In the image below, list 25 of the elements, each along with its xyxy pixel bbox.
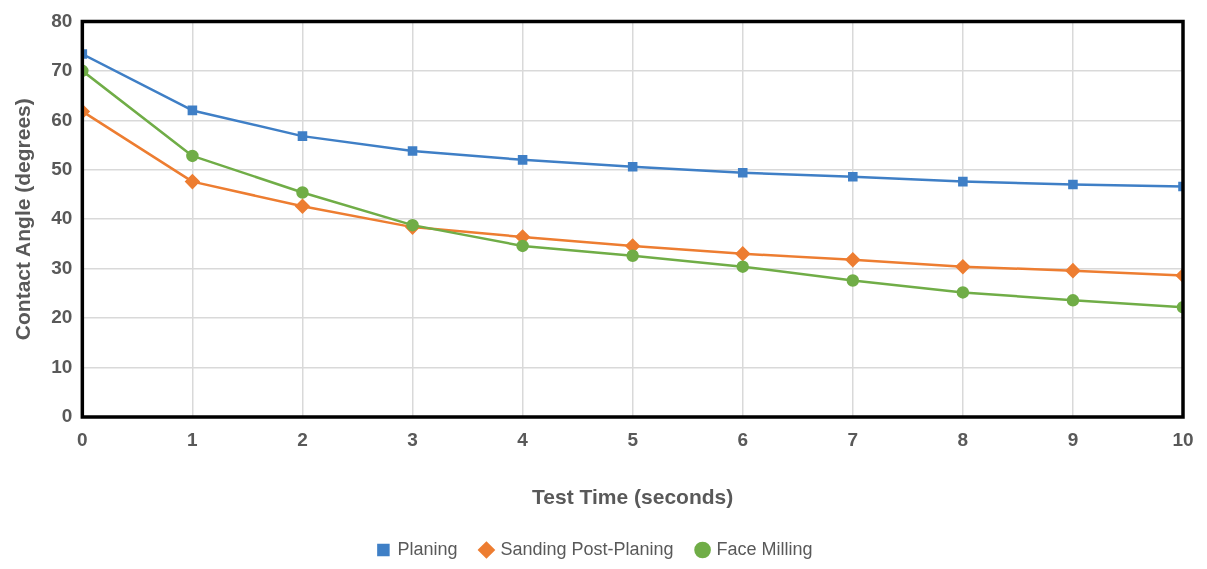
y-axis-title: Contact Angle (degrees) bbox=[11, 98, 35, 341]
x-tick-label: 6 bbox=[737, 428, 749, 450]
y-tick-label: 70 bbox=[51, 59, 73, 81]
y-tick-label: 50 bbox=[51, 157, 73, 179]
x-tick-label: 3 bbox=[407, 428, 418, 450]
y-tick-label: 0 bbox=[61, 405, 73, 427]
x-axis-title: Test Time (seconds) bbox=[532, 485, 734, 509]
legend-label: Sanding Post-Planing bbox=[500, 538, 674, 559]
y-tick-label: 20 bbox=[51, 306, 73, 328]
x-tick-label: 4 bbox=[517, 428, 529, 450]
x-tick-label: 7 bbox=[847, 428, 859, 450]
x-tick-label: 9 bbox=[1067, 428, 1079, 450]
y-tick-label: 30 bbox=[51, 256, 73, 278]
legend-label: Planing bbox=[397, 538, 458, 559]
y-tick-label: 60 bbox=[51, 108, 73, 130]
y-tick-label: 40 bbox=[51, 207, 73, 229]
x-tick-label: 0 bbox=[77, 428, 88, 450]
x-tick-label: 2 bbox=[297, 428, 308, 450]
y-tick-label: 10 bbox=[51, 355, 73, 377]
x-tick-label: 1 bbox=[187, 428, 199, 450]
x-tick-label: 10 bbox=[1172, 428, 1194, 450]
legend-label: Face Milling bbox=[716, 538, 813, 559]
x-tick-label: 8 bbox=[957, 428, 969, 450]
x-tick-label: 5 bbox=[627, 428, 639, 450]
y-tick-label: 80 bbox=[51, 9, 73, 31]
